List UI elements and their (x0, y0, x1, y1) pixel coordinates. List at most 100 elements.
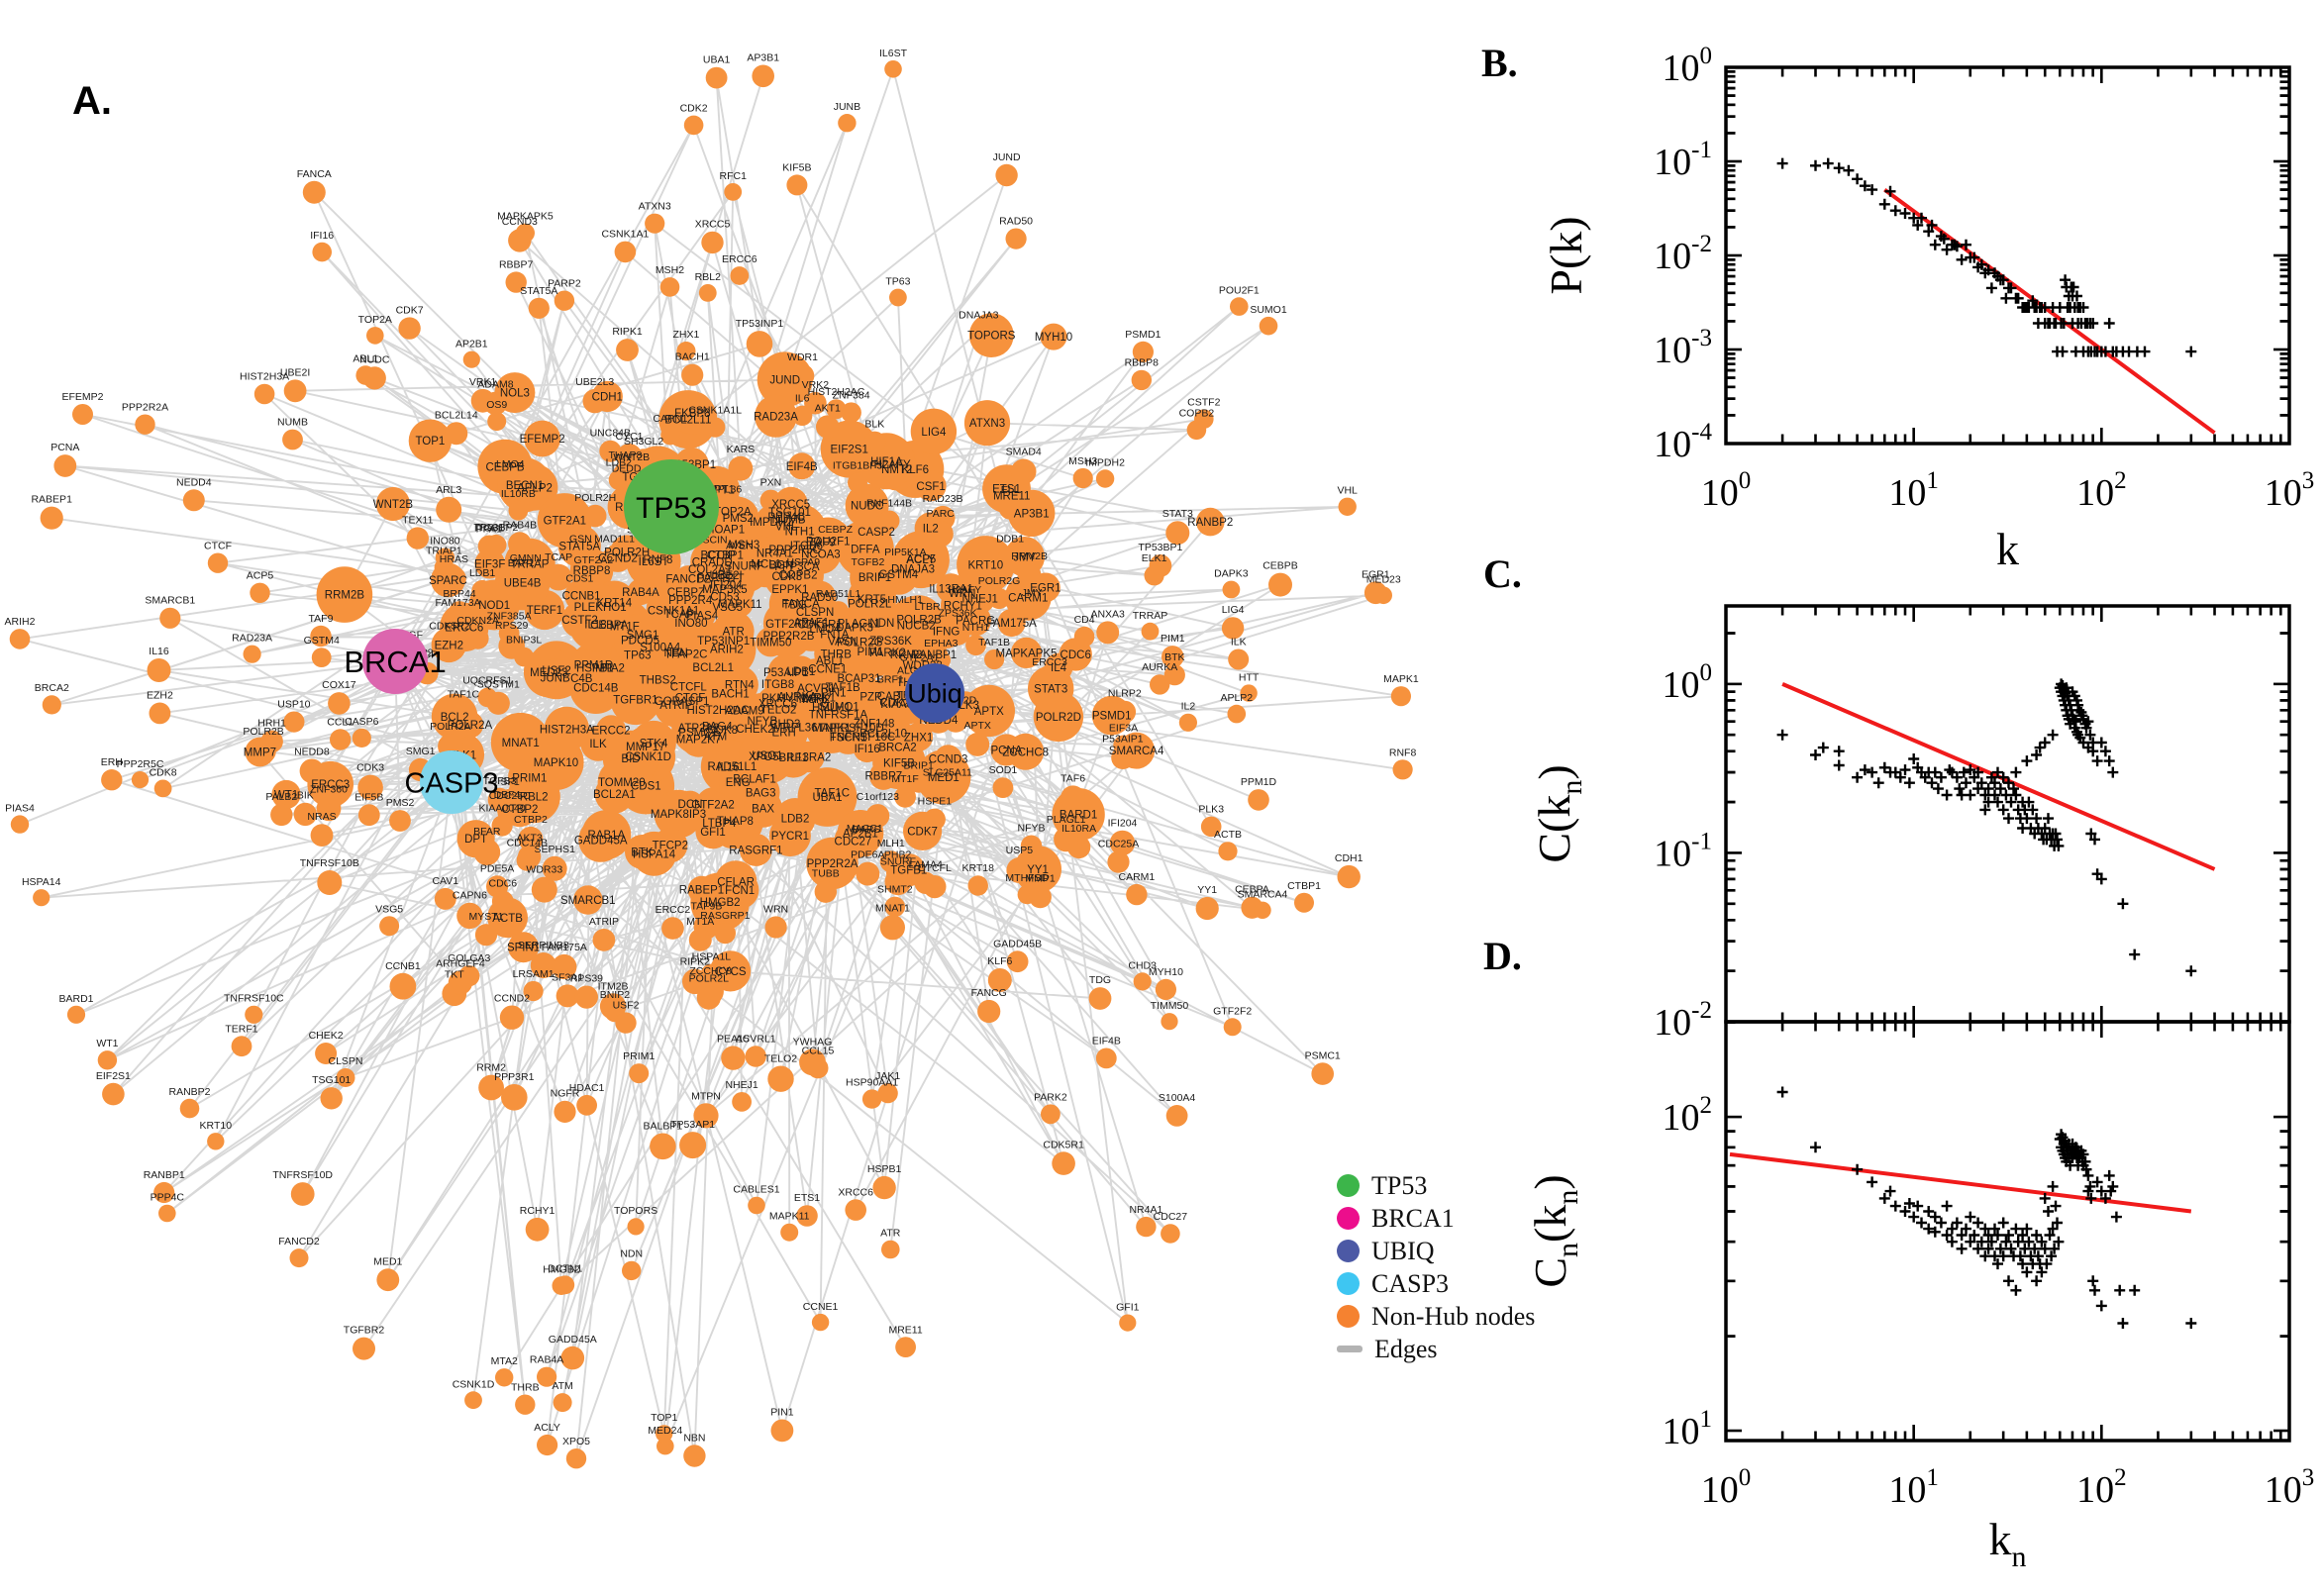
node-label: TRRAP (1133, 610, 1168, 622)
node-label: POLR2G (978, 575, 1021, 587)
node-label: PIN1 (821, 687, 847, 699)
network-node (537, 1434, 558, 1456)
network-node (688, 928, 712, 951)
node-label: CTBP2 (501, 804, 538, 816)
node-label: NTH1 (785, 526, 815, 538)
node-label: PCNA (991, 746, 1023, 757)
node-label: ACP5 (906, 554, 936, 566)
network-node (283, 711, 305, 733)
node-label: POLR2L (848, 599, 892, 611)
network-node (545, 563, 572, 591)
node-label: USF2 (613, 999, 640, 1011)
node-label: PARP2 (697, 573, 734, 585)
network-node (524, 420, 560, 457)
node-label: MMP17 (626, 742, 665, 753)
network-node (10, 815, 30, 834)
network-node (755, 394, 797, 438)
node-label: IFI16 (310, 230, 334, 242)
node-label: MSH2 (799, 694, 831, 706)
node-label: NUDC (851, 501, 883, 513)
network-node (1223, 1018, 1242, 1037)
scatter-points (1776, 678, 2197, 977)
node-label: ITGB6 (790, 541, 823, 552)
network-node (473, 839, 501, 865)
node-label: PDE5A (480, 862, 514, 874)
node-label: CSTF2 (561, 615, 597, 627)
network-node (1161, 1224, 1180, 1244)
network-node (963, 400, 1011, 447)
node-label: EFEMP2 (520, 434, 565, 446)
node-label: RAB4B (503, 519, 537, 531)
network-node (1133, 972, 1152, 991)
node-label: CDK3 (356, 762, 384, 774)
node-label: NDN (620, 1248, 643, 1260)
node-label: HTT (1239, 671, 1260, 683)
node-label: MSH3 (728, 540, 759, 551)
node-label: CDC6 (489, 877, 518, 889)
network-node (353, 1337, 375, 1360)
node-label: PPM1D (574, 660, 614, 672)
node-label: HIST2H3A (540, 724, 594, 736)
node-label: HIST2H2AC (808, 386, 865, 398)
network-node (556, 984, 579, 1008)
network-node (1054, 827, 1079, 852)
node-label: HIST2H2AC (686, 705, 749, 717)
node-label: CDK3 (771, 571, 802, 583)
node-label: USF2 (542, 665, 570, 677)
node-label: IL16 (717, 761, 739, 773)
node-label: ERH (772, 728, 796, 740)
node-label: SNURF (880, 855, 916, 867)
network-node (250, 582, 270, 603)
node-label: KARS (727, 444, 756, 455)
node-label: TAF1B (978, 637, 1010, 648)
network-node (330, 729, 352, 750)
network-node (945, 620, 970, 646)
node-label: DBF4 (494, 789, 521, 801)
node-label: HDAC1 (569, 1082, 605, 1094)
node-label: TAF6 (800, 694, 827, 706)
network-node (872, 1175, 896, 1200)
node-label: EPPK1 (771, 584, 808, 596)
node-label: POU2F1 (1219, 284, 1260, 296)
node-label: ERH (101, 756, 123, 768)
hub-label-BRCA1: BRCA1 (344, 645, 446, 679)
hub-node-TP53 (624, 459, 719, 554)
node-label: TNFRSF10D (272, 1169, 333, 1181)
node-label: CSTF2 (1187, 396, 1220, 408)
network-node (495, 1368, 514, 1387)
node-label: IMPDH2 (750, 517, 792, 529)
network-node (515, 223, 536, 243)
network-node (251, 739, 276, 764)
network-node (72, 404, 93, 425)
node-label: CHEK2 (309, 1030, 344, 1042)
network-node (768, 815, 811, 857)
node-label: RABEP1 (31, 494, 72, 506)
network-node (435, 548, 455, 567)
legend-item: BRCA1 (1337, 1202, 1535, 1235)
node-label: ZNF360 (310, 783, 348, 795)
network-node (877, 1083, 898, 1104)
plot-panel-B: 100 101 102 103 100 10-1 10-2 10-3 10-4 P(k) k (1541, 43, 2314, 574)
node-label: ATR (723, 627, 745, 639)
network-node (1165, 1105, 1188, 1127)
network-node (576, 1094, 597, 1116)
network-node (923, 875, 947, 899)
node-label: CYCS (715, 966, 747, 978)
node-label: HRAS (440, 553, 468, 565)
node-label: VSG5 (375, 903, 403, 915)
network-node (408, 419, 453, 462)
node-label: ZPS36K (939, 608, 977, 620)
node-label: KRT5 (858, 594, 886, 606)
node-label: ARIH2 (5, 616, 36, 628)
network-node (856, 837, 876, 857)
network-node (523, 980, 544, 1002)
node-label: PEA15 (717, 1033, 750, 1045)
node-label: PPP2R5C (768, 545, 820, 556)
node-label: UBA1 (812, 792, 842, 804)
network-node (542, 855, 567, 881)
node-label: ITGB1 (474, 523, 505, 535)
node-label: YWHAG (793, 1037, 833, 1048)
node-label: TGFBR1 (613, 695, 657, 707)
node-label: PRIM1 (512, 772, 547, 784)
node-label: PHB2 (884, 849, 912, 861)
